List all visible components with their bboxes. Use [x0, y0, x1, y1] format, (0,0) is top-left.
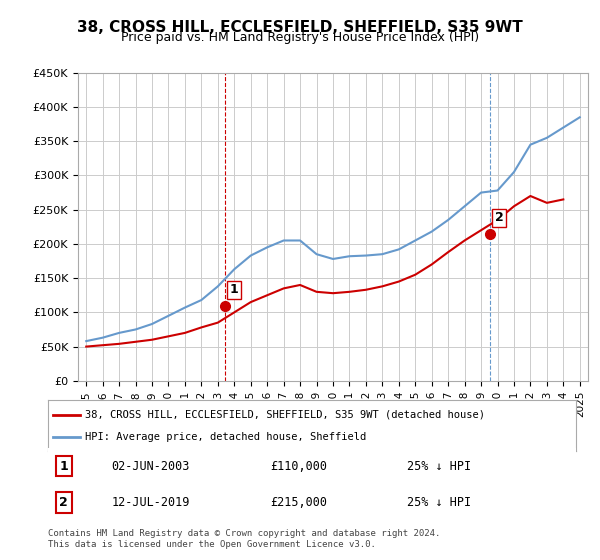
Text: 38, CROSS HILL, ECCLESFIELD, SHEFFIELD, S35 9WT: 38, CROSS HILL, ECCLESFIELD, SHEFFIELD, … — [77, 20, 523, 35]
Text: Contains HM Land Registry data © Crown copyright and database right 2024.
This d: Contains HM Land Registry data © Crown c… — [48, 529, 440, 549]
Text: 1: 1 — [59, 460, 68, 473]
Text: HPI: Average price, detached house, Sheffield: HPI: Average price, detached house, Shef… — [85, 432, 366, 442]
Text: £215,000: £215,000 — [270, 496, 327, 509]
Text: Price paid vs. HM Land Registry's House Price Index (HPI): Price paid vs. HM Land Registry's House … — [121, 31, 479, 44]
Text: 02-JUN-2003: 02-JUN-2003 — [112, 460, 190, 473]
Text: 2: 2 — [495, 211, 503, 225]
Text: 12-JUL-2019: 12-JUL-2019 — [112, 496, 190, 509]
Text: 25% ↓ HPI: 25% ↓ HPI — [407, 496, 471, 509]
Text: 25% ↓ HPI: 25% ↓ HPI — [407, 460, 471, 473]
Text: 38, CROSS HILL, ECCLESFIELD, SHEFFIELD, S35 9WT (detached house): 38, CROSS HILL, ECCLESFIELD, SHEFFIELD, … — [85, 409, 485, 419]
Text: £110,000: £110,000 — [270, 460, 327, 473]
Text: 1: 1 — [230, 283, 238, 296]
Text: 2: 2 — [59, 496, 68, 509]
